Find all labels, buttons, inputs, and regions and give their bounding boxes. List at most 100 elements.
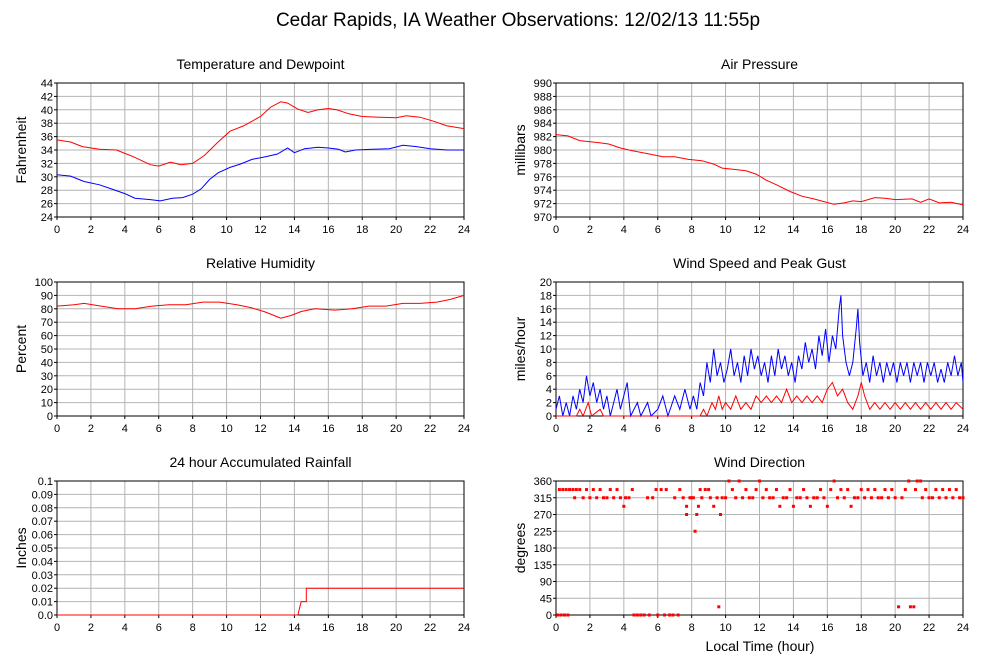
temp-x-tick-label: 24 xyxy=(458,224,470,236)
pressure-x-tick-label: 6 xyxy=(655,224,661,236)
pressure-y-tick-label: 970 xyxy=(534,212,552,224)
rh-y-tick-label: 20 xyxy=(41,384,53,396)
wdir-point xyxy=(698,488,702,492)
wdir-point xyxy=(673,496,677,500)
wind-x-tick-label: 8 xyxy=(689,423,695,435)
wdir-point xyxy=(795,496,799,500)
wdir-point xyxy=(747,496,751,500)
wdir-point xyxy=(663,613,667,617)
wdir-point xyxy=(578,488,582,492)
wdir-point xyxy=(886,496,890,500)
wdir-point xyxy=(822,496,826,500)
wdir-point xyxy=(557,488,561,492)
wdir-y-tick-label: 315 xyxy=(534,493,552,505)
wdir-point xyxy=(819,488,823,492)
rain-y-tick-label: 0.04 xyxy=(32,556,53,568)
wind-y-tick-label: 10 xyxy=(540,344,552,356)
wdir-point xyxy=(908,605,912,609)
pressure-y-tick-label: 974 xyxy=(534,185,552,197)
pressure-series-line-0 xyxy=(555,134,964,206)
rh-x-tick-label: 0 xyxy=(54,423,60,435)
temp-series-line-0 xyxy=(56,101,465,167)
temp-x-tick-label: 22 xyxy=(424,224,436,236)
wdir-point xyxy=(564,488,568,492)
wdir-point xyxy=(595,496,599,500)
pressure-x-tick-label: 8 xyxy=(689,224,695,236)
temp-y-tick-label: 36 xyxy=(41,132,53,144)
wdir-point xyxy=(718,513,722,516)
rain-y-tick-label: 0.07 xyxy=(32,516,53,528)
rh-y-tick-label: 90 xyxy=(41,290,53,302)
temp-y-tick-label: 32 xyxy=(41,158,53,170)
wdir-point xyxy=(941,488,945,492)
rain-x-tick-label: 22 xyxy=(424,622,436,634)
wdir-point xyxy=(785,496,789,500)
wdir-point xyxy=(585,488,589,492)
wdir-point xyxy=(836,496,840,500)
rain-y-axis-label: Inches xyxy=(13,527,29,568)
temp-x-tick-label: 14 xyxy=(288,224,300,236)
rain-x-tick-label: 18 xyxy=(356,622,368,634)
rain-x-tick-label: 2 xyxy=(88,622,94,634)
temp-y-tick-label: 44 xyxy=(41,78,53,90)
wdir-point xyxy=(934,488,938,492)
rain-y-tick-label: 0.0 xyxy=(38,610,53,622)
rh-chart-title: Relative Humidity xyxy=(206,255,315,271)
wdir-point xyxy=(681,496,685,500)
wdir-point xyxy=(566,613,570,617)
temp-x-tick-label: 10 xyxy=(220,224,232,236)
rain-y-tick-label: 0.01 xyxy=(32,597,53,609)
wind-x-tick-label: 10 xyxy=(719,423,731,435)
wdir-y-tick-label: 45 xyxy=(540,593,552,605)
wdir-y-tick-label: 135 xyxy=(534,560,552,572)
wdir-point xyxy=(588,496,592,500)
wdir-x-tick-label: 14 xyxy=(787,622,799,634)
temp-y-tick-label: 26 xyxy=(41,199,53,211)
pressure-y-axis-label: millibars xyxy=(512,124,528,175)
pressure-y-tick-label: 986 xyxy=(534,105,552,117)
pressure-x-tick-label: 12 xyxy=(753,224,765,236)
wdir-y-tick-label: 0 xyxy=(546,610,552,622)
rain-series-line-0 xyxy=(57,587,464,616)
wdir-point xyxy=(919,479,923,483)
wdir-point xyxy=(788,488,792,492)
temp-x-tick-label: 6 xyxy=(156,224,162,236)
rh-x-tick-label: 12 xyxy=(254,423,266,435)
pressure-y-tick-label: 982 xyxy=(534,132,552,144)
wdir-point xyxy=(930,496,934,500)
wind-chart-title: Wind Speed and Peak Gust xyxy=(673,255,846,271)
rh-x-tick-label: 2 xyxy=(88,423,94,435)
pressure-y-tick-label: 978 xyxy=(534,158,552,170)
wind-y-tick-label: 18 xyxy=(540,290,552,302)
rh-x-tick-label: 18 xyxy=(356,423,368,435)
wdir-point xyxy=(890,488,894,492)
wdir-point xyxy=(671,613,675,617)
wdir-point xyxy=(605,496,609,500)
wdir-point xyxy=(581,496,585,500)
wind-y-tick-label: 12 xyxy=(540,331,552,343)
pressure-x-tick-label: 0 xyxy=(553,224,559,236)
wdir-point xyxy=(741,496,745,500)
wdir-point xyxy=(893,496,897,500)
wdir-point xyxy=(618,496,622,500)
wdir-point xyxy=(781,496,785,500)
wdir-point xyxy=(695,513,699,516)
rain-x-tick-label: 16 xyxy=(322,622,334,634)
temp-y-tick-label: 24 xyxy=(41,212,53,224)
wind-x-tick-label: 2 xyxy=(587,423,593,435)
wdir-point xyxy=(774,488,778,492)
pressure-x-tick-label: 22 xyxy=(923,224,935,236)
rh-x-tick-label: 8 xyxy=(190,423,196,435)
wind-x-tick-label: 6 xyxy=(655,423,661,435)
rh-x-tick-label: 22 xyxy=(424,423,436,435)
wdir-point xyxy=(761,496,765,500)
wdir-y-axis-label: degrees xyxy=(512,523,528,574)
wdir-point xyxy=(883,488,887,492)
wdir-point xyxy=(815,496,819,500)
wdir-x-tick-label: 6 xyxy=(655,622,661,634)
wdir-point xyxy=(812,496,816,500)
rh-x-tick-label: 14 xyxy=(288,423,300,435)
wind-y-tick-label: 8 xyxy=(546,357,552,369)
wdir-chart-title: Wind Direction xyxy=(714,454,805,470)
pressure-chart-title: Air Pressure xyxy=(721,56,798,72)
